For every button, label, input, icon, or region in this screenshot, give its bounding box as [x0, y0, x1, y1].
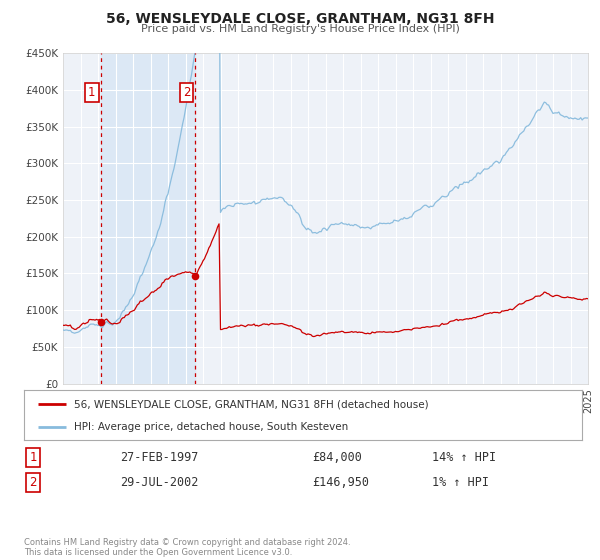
Text: 27-FEB-1997: 27-FEB-1997: [120, 451, 199, 464]
Text: 2: 2: [183, 86, 190, 99]
Text: HPI: Average price, detached house, South Kesteven: HPI: Average price, detached house, Sout…: [74, 422, 349, 432]
Text: 56, WENSLEYDALE CLOSE, GRANTHAM, NG31 8FH (detached house): 56, WENSLEYDALE CLOSE, GRANTHAM, NG31 8F…: [74, 399, 429, 409]
Text: Contains HM Land Registry data © Crown copyright and database right 2024.: Contains HM Land Registry data © Crown c…: [24, 538, 350, 547]
Text: 1: 1: [88, 86, 95, 99]
Text: 1: 1: [29, 451, 37, 464]
Text: 1% ↑ HPI: 1% ↑ HPI: [432, 476, 489, 489]
Text: 14% ↑ HPI: 14% ↑ HPI: [432, 451, 496, 464]
Text: £146,950: £146,950: [312, 476, 369, 489]
Text: 56, WENSLEYDALE CLOSE, GRANTHAM, NG31 8FH: 56, WENSLEYDALE CLOSE, GRANTHAM, NG31 8F…: [106, 12, 494, 26]
Text: Price paid vs. HM Land Registry's House Price Index (HPI): Price paid vs. HM Land Registry's House …: [140, 24, 460, 34]
Text: 2: 2: [29, 476, 37, 489]
Text: £84,000: £84,000: [312, 451, 362, 464]
Text: This data is licensed under the Open Government Licence v3.0.: This data is licensed under the Open Gov…: [24, 548, 292, 557]
Text: 29-JUL-2002: 29-JUL-2002: [120, 476, 199, 489]
Bar: [101, 53, 196, 384]
